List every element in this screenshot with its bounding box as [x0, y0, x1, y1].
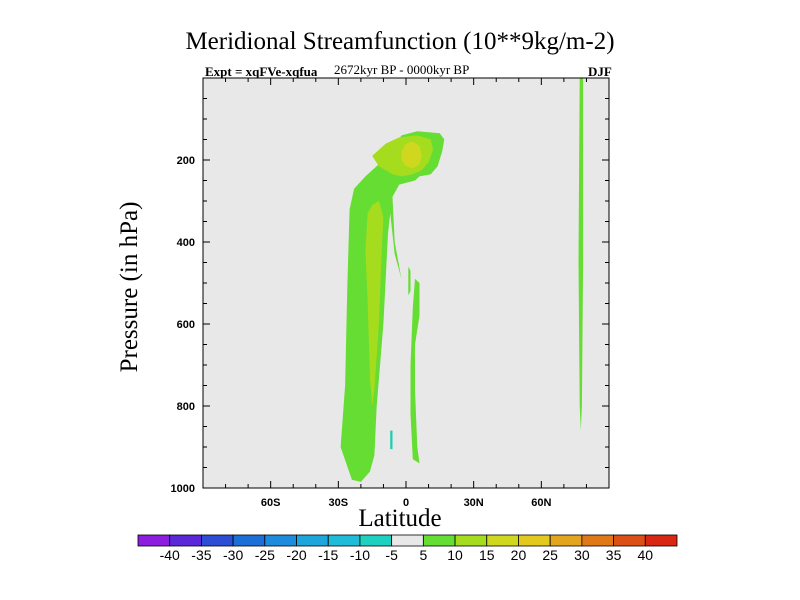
colorbar-label: 5	[419, 547, 427, 563]
colorbar-swatch-3	[232, 534, 266, 547]
contour-region-6	[401, 141, 422, 169]
colorbar-swatch-8	[391, 534, 424, 547]
colorbar-swatch-5	[296, 534, 329, 547]
x-tick-label: 30N	[464, 497, 484, 509]
colorbar-label: -40	[160, 547, 180, 563]
contour-layer	[340, 78, 584, 482]
colorbar-label: 25	[542, 547, 558, 563]
colorbar-label: -30	[223, 547, 243, 563]
contour-region-1	[410, 278, 420, 464]
colorbar-label: 30	[574, 547, 590, 563]
contour-region-3	[578, 78, 584, 431]
x-tick-label: 0	[403, 497, 409, 509]
x-tick-label: 60N	[531, 497, 551, 509]
y-tick-label: 400	[177, 237, 195, 249]
y-tick-label: 1000	[171, 483, 195, 495]
colorbar-swatch-7	[359, 534, 393, 547]
colorbar-swatch-11	[486, 534, 519, 547]
colorbar-swatch-9	[422, 534, 456, 547]
colorbar-label: -10	[350, 547, 370, 563]
colorbar-swatch-10	[454, 534, 488, 547]
contour-region-2	[408, 266, 411, 296]
colorbar-label: -35	[191, 547, 211, 563]
y-tick-label: 600	[177, 319, 195, 331]
colorbar-swatch-13	[549, 534, 583, 547]
chart-title: Meridional Streamfunction (10**9kg/m-2)	[185, 28, 615, 55]
contour-region-5	[365, 201, 384, 406]
colorbar-swatch-12	[518, 534, 551, 547]
colorbar-swatch-2	[201, 534, 234, 547]
x-axis-label: Latitude	[358, 505, 442, 532]
colorbar-label: 35	[606, 547, 622, 563]
colorbar-swatch-0	[137, 534, 171, 547]
colorbar-swatch-4	[264, 534, 297, 547]
colorbar-swatch-1	[169, 534, 202, 547]
colorbar-label: -15	[318, 547, 338, 563]
contour-region-0	[340, 131, 445, 482]
colorbar-swatch-16	[644, 534, 678, 547]
experiment-label: Expt = xqFVe-xqfua	[205, 64, 318, 79]
colorbar-label: 20	[511, 547, 527, 563]
colorbar-swatch-6	[327, 534, 361, 547]
y-tick-label: 200	[177, 155, 195, 167]
colorbar-swatch-14	[581, 534, 614, 547]
x-tick-label: 60S	[261, 497, 281, 509]
colorbar-label: 10	[447, 547, 463, 563]
colorbar-label: 15	[479, 547, 495, 563]
x-tick-label: 30S	[329, 497, 349, 509]
colorbar-label: -5	[385, 547, 398, 563]
colorbar-label: -20	[286, 547, 306, 563]
colorbar-label: -25	[255, 547, 275, 563]
colorbar-label: 40	[638, 547, 654, 563]
contour-region-7	[390, 430, 393, 450]
colorbar-swatch-15	[613, 534, 646, 547]
period-label: 2672kyr BP - 0000kyr BP	[334, 62, 470, 77]
season-label: DJF	[588, 64, 612, 79]
y-tick-label: 800	[177, 401, 195, 413]
